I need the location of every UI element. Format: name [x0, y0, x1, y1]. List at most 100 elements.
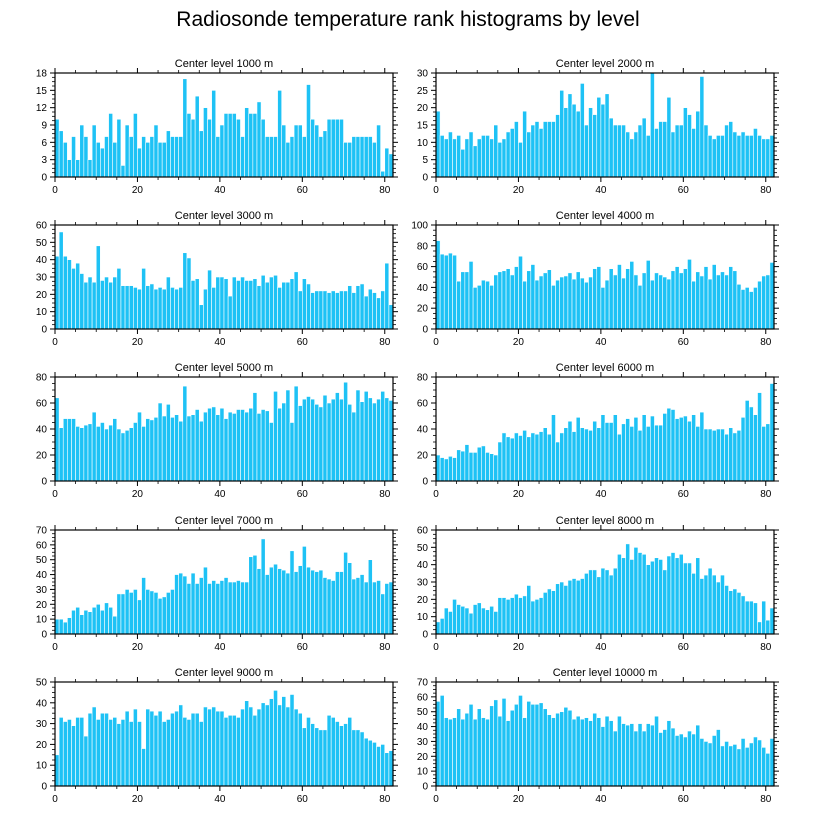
bar [223, 418, 229, 482]
bar [439, 618, 445, 635]
bar [128, 592, 134, 635]
bar [699, 411, 705, 482]
bar [149, 136, 155, 178]
y-tick-label: 60 [36, 540, 48, 551]
bar [452, 717, 457, 787]
bar [526, 436, 532, 482]
bar [302, 727, 307, 787]
bar [231, 714, 237, 787]
bar [302, 136, 307, 178]
bar [481, 717, 486, 787]
bar [302, 278, 307, 330]
bar [728, 745, 734, 787]
bar [707, 742, 713, 787]
bar [170, 712, 175, 787]
chart-title: Center level 9000 m [175, 667, 273, 679]
bar [765, 753, 771, 787]
y-tick-label: 0 [422, 477, 428, 488]
bar [264, 410, 270, 482]
bar [505, 720, 511, 787]
bar [650, 279, 655, 330]
bar [658, 424, 664, 482]
bar [744, 135, 750, 178]
bar [625, 268, 631, 330]
bar [67, 259, 72, 330]
bar [761, 138, 767, 178]
bar [178, 420, 184, 482]
x-tick-label: 20 [513, 794, 525, 805]
bar [198, 721, 204, 787]
bar [153, 592, 159, 635]
bar [244, 700, 250, 787]
bar [765, 619, 771, 635]
chart-panel: Center level 2000 m 0 5 10 15 20 25 30 0 20 40 60 80 [417, 58, 779, 196]
bar [452, 457, 457, 482]
bar [330, 717, 336, 787]
bar [198, 577, 204, 635]
bar [190, 280, 196, 330]
bar [617, 433, 622, 482]
bar [526, 131, 532, 178]
bar [740, 131, 746, 178]
bar [310, 292, 315, 330]
bar [170, 416, 175, 482]
bar [645, 723, 651, 787]
y-tick-label: 50 [36, 678, 48, 689]
bar [464, 607, 470, 635]
x-tick-label: 0 [433, 337, 439, 348]
bar [711, 735, 717, 787]
bar [608, 268, 614, 330]
bar [376, 297, 381, 330]
bar [165, 592, 171, 635]
bar [339, 725, 344, 787]
bar [728, 121, 734, 178]
bar [691, 128, 696, 178]
x-tick-label: 80 [379, 489, 391, 500]
bar [124, 589, 130, 635]
bar [363, 136, 369, 178]
bar [260, 118, 266, 178]
bar [435, 701, 441, 787]
bar [91, 281, 97, 330]
bar [236, 717, 241, 787]
bar [269, 136, 274, 178]
bar [744, 287, 750, 330]
bar [334, 721, 340, 787]
bar [112, 717, 118, 787]
bar [104, 276, 109, 330]
bar [326, 118, 332, 178]
bar [367, 739, 373, 787]
y-tick-label: 40 [36, 425, 48, 436]
y-tick-label: 15 [417, 121, 429, 132]
bar [724, 433, 729, 482]
bar [297, 124, 303, 178]
bar [518, 695, 523, 787]
bar [322, 130, 328, 178]
bar [318, 136, 324, 178]
chart-title: Center level 4000 m [556, 210, 654, 222]
bar [264, 136, 270, 178]
bar [476, 708, 482, 787]
bar [91, 606, 97, 635]
bar [600, 103, 606, 178]
bar [538, 597, 544, 635]
bar [277, 568, 283, 635]
y-tick-label: 20 [36, 451, 48, 462]
bar [157, 710, 163, 787]
bar [87, 159, 93, 178]
bar [120, 165, 126, 178]
bar [161, 288, 167, 330]
bar [203, 411, 208, 482]
x-tick-label: 80 [760, 489, 772, 500]
y-tick-label: 20 [417, 752, 429, 763]
y-tick-label: 15 [36, 86, 48, 97]
bar [559, 711, 565, 787]
bar [625, 418, 631, 482]
bar [71, 136, 76, 178]
bar [493, 274, 499, 330]
bar [625, 543, 631, 635]
chart-panel: Center level 7000 m 0 10 20 30 40 50 60 70 0 20 40 6… [36, 515, 398, 653]
bar [555, 441, 560, 482]
bar [137, 721, 142, 787]
bar [355, 577, 361, 635]
